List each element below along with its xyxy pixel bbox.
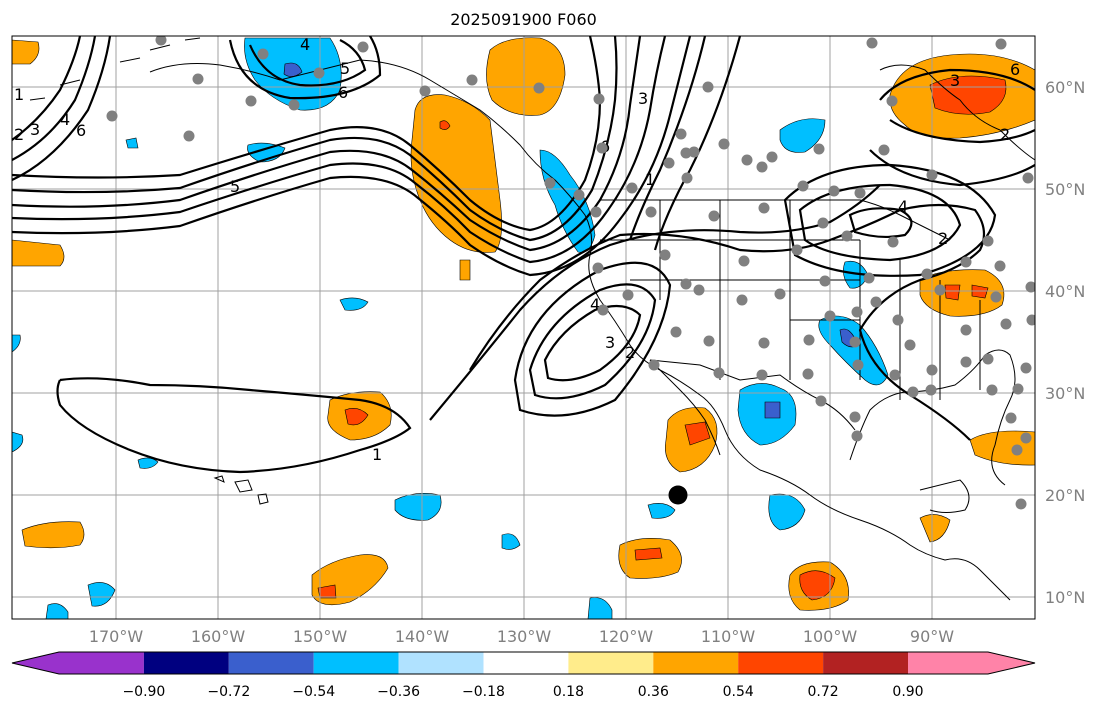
contour-label-3d: 3 (950, 71, 960, 90)
contour-label-3c: 3 (605, 333, 615, 352)
lon-label-100w: 100°W (803, 627, 858, 646)
cbar-label-8: 0.54 (723, 684, 754, 700)
cbar-label-3: −0.54 (292, 684, 335, 700)
colorbar-swatch-3 (313, 652, 399, 674)
contour-label-5: 5 (340, 59, 350, 78)
lon-label-110w: 110°W (701, 627, 756, 646)
map-frame (11, 35, 1036, 620)
colorbar-swatch-7 (653, 652, 739, 674)
colorbar-swatch-10b (988, 652, 1035, 674)
contour-label-6d: 6 (1010, 60, 1020, 79)
colorbar-swatch-0 (12, 652, 59, 674)
colorbar-swatch-8 (738, 652, 824, 674)
colorbar-swatch-6 (568, 652, 654, 674)
contour-label-6b: 6 (76, 121, 86, 140)
cbar-label-4: −0.36 (377, 684, 420, 700)
lat-label-60: 60°N (1045, 78, 1085, 97)
lat-label-40: 40°N (1045, 282, 1085, 301)
colorbar-labels: −0.90 −0.72 −0.54 −0.36 −0.18 0.18 0.36 … (122, 684, 923, 700)
graticule (12, 36, 1035, 619)
contour-label-4c: 4 (590, 295, 600, 314)
contour-label-1c: 1 (645, 170, 655, 189)
lat-label-30: 30°N (1045, 384, 1085, 403)
contour-label-6: 6 (338, 83, 348, 102)
lon-label-140w: 140°W (395, 627, 450, 646)
lat-label-50: 50°N (1045, 180, 1085, 199)
colorbar-swatch-9 (823, 652, 908, 674)
colorbar-swatch-0b (59, 652, 144, 674)
longitude-labels: 170°W 160°W 150°W 140°W 130°W 120°W 110°… (89, 627, 954, 646)
contour-label-2e: 2 (1000, 125, 1010, 144)
cbar-label-5: −0.18 (462, 684, 505, 700)
colorbar-swatch-1 (143, 652, 229, 674)
map-title: 2025091900 F060 (450, 10, 597, 29)
contour-label-5b: 5 (230, 177, 240, 196)
colorbar-swatch-5 (483, 652, 569, 674)
contour-label-4b: 4 (60, 110, 70, 129)
colorbar-swatch-10 (908, 652, 988, 674)
contour-label-3b: 3 (638, 89, 648, 108)
cbar-label-1: −0.90 (122, 684, 165, 700)
lat-label-20: 20°N (1045, 486, 1085, 505)
colorbar-swatch-2 (228, 652, 314, 674)
lon-label-130w: 130°W (497, 627, 552, 646)
lat-label-10: 10°N (1045, 588, 1085, 607)
contour-label-3: 3 (30, 120, 40, 139)
cbar-label-10: 0.90 (892, 684, 923, 700)
contour-label-1b: 1 (372, 445, 382, 464)
cbar-label-6: 0.18 (553, 684, 584, 700)
contour-label-4d: 4 (898, 197, 908, 216)
lon-label-150w: 150°W (293, 627, 348, 646)
lon-label-90w: 90°W (910, 627, 954, 646)
geopotential-contours (12, 36, 1035, 474)
contour-label-2c: 2 (625, 343, 635, 362)
contour-label-2d: 2 (938, 229, 948, 248)
colorbar (11, 651, 1036, 675)
station-markers (106, 36, 1035, 510)
cbar-label-2: −0.72 (207, 684, 250, 700)
lon-label-160w: 160°W (191, 627, 246, 646)
contour-label-2: 2 (14, 125, 24, 144)
colorbar-swatch-4 (398, 652, 484, 674)
contour-label-4: 4 (300, 35, 310, 54)
latitude-labels: 60°N 50°N 40°N 30°N 20°N 10°N (1045, 78, 1085, 607)
contour-label-1: 1 (14, 85, 24, 104)
location-marker (668, 485, 688, 505)
cbar-label-9: 0.72 (808, 684, 839, 700)
colorbar-outline (11, 651, 1036, 675)
lon-label-120w: 120°W (599, 627, 654, 646)
cbar-label-7: 0.36 (638, 684, 669, 700)
lon-label-170w: 170°W (89, 627, 144, 646)
